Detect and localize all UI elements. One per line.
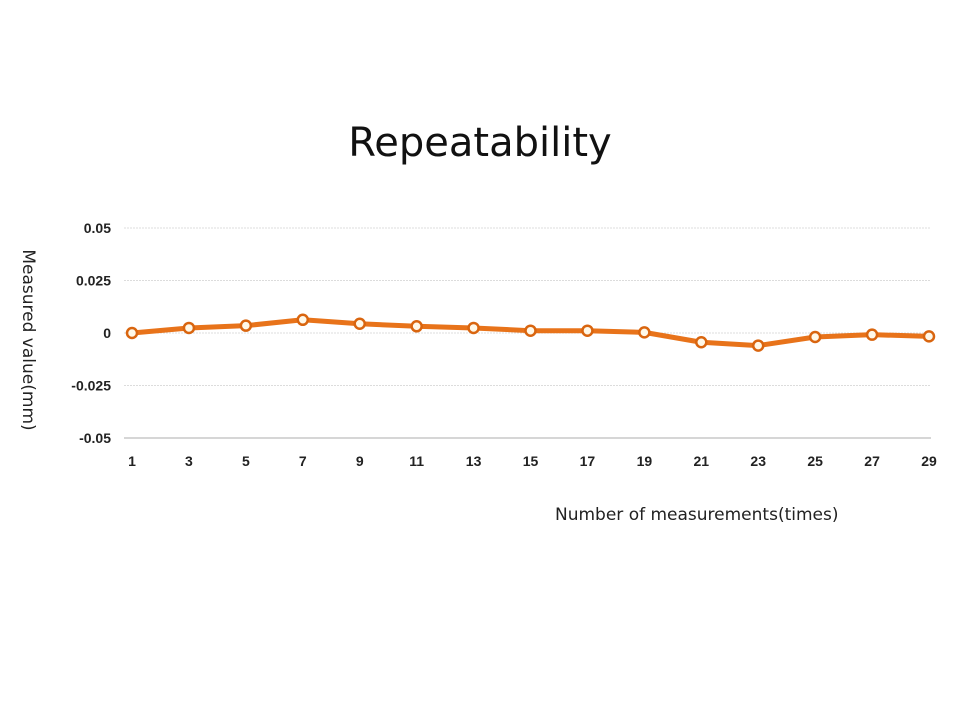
- data-point: [467, 321, 480, 335]
- data-point: [865, 328, 879, 341]
- data-point: [922, 330, 936, 343]
- data-point: [125, 326, 139, 340]
- x-tick-label: 11: [409, 453, 424, 469]
- x-tick-label: 1: [128, 453, 136, 469]
- x-tick-label: 21: [693, 453, 709, 469]
- data-point: [808, 330, 822, 344]
- y-tick-label: -0.025: [71, 378, 111, 394]
- data-point: [524, 324, 537, 337]
- data-point: [581, 324, 594, 337]
- x-tick-label: 27: [864, 453, 880, 469]
- x-tick-label: 7: [299, 453, 307, 469]
- x-tick-label: 19: [637, 453, 653, 469]
- data-point: [239, 319, 253, 332]
- data-point: [296, 313, 310, 327]
- x-tick-label: 3: [185, 453, 193, 469]
- x-tick-label: 9: [356, 453, 364, 469]
- x-tick-label: 25: [807, 453, 823, 469]
- x-tick-label: 13: [466, 453, 482, 469]
- data-point: [353, 317, 366, 331]
- x-tick-label: 23: [750, 453, 766, 469]
- x-tick-label: 5: [242, 453, 250, 469]
- x-tick-label: 15: [523, 453, 539, 469]
- chart-title: Repeatability: [348, 120, 612, 166]
- data-point: [410, 320, 423, 333]
- data-point: [182, 321, 196, 335]
- x-axis-label: Number of measurements(times): [555, 505, 839, 525]
- data-point: [751, 339, 765, 352]
- data-point: [695, 335, 708, 349]
- x-tick-label: 17: [580, 453, 596, 469]
- y-tick-label: -0.05: [79, 430, 111, 446]
- y-tick-label: 0.025: [76, 273, 111, 289]
- data-point: [638, 326, 651, 339]
- x-tick-label: 29: [921, 453, 937, 469]
- y-tick-label: 0.05: [84, 220, 111, 236]
- y-tick-label: 0: [103, 325, 111, 341]
